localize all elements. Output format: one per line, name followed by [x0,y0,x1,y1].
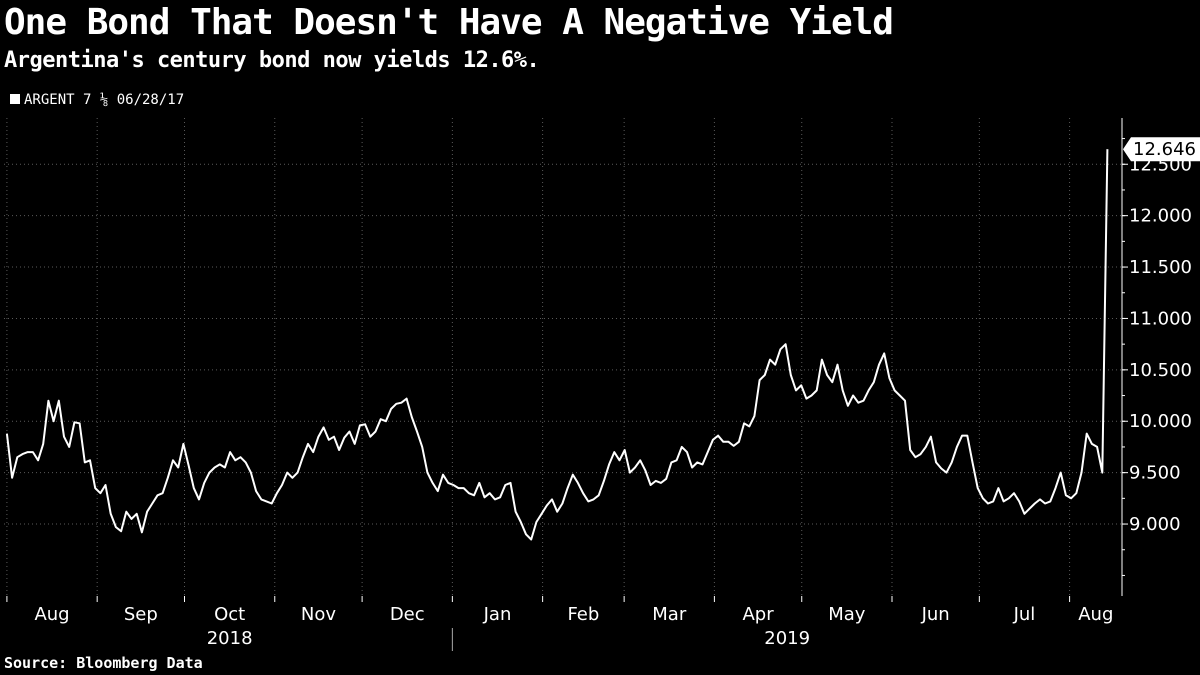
last-value-label: 12.646 [1133,139,1196,160]
source-note: Source: Bloomberg Data [4,654,203,672]
x-tick-label: May [828,604,866,625]
chart-subtitle: Argentina's century bond now yields 12.6… [4,48,540,73]
x-tick-label: Aug [34,604,69,625]
x-tick-label: Nov [301,604,336,625]
y-tick-label: 11.500 [1129,257,1192,278]
y-tick-label: 11.000 [1129,308,1192,329]
y-tick-label: 10.000 [1129,411,1192,432]
y-tick-label: 10.500 [1129,360,1192,381]
x-tick-label: Feb [567,604,599,625]
x-year-label: 2019 [764,628,810,649]
series [5,149,1109,541]
series-line [5,149,1109,541]
x-tick-label: Dec [390,604,425,625]
last-value-badge [1123,137,1200,162]
y-tick-label: 12.000 [1129,206,1192,227]
chart-title: One Bond That Doesn't Have A Negative Yi… [4,2,894,43]
x-tick-label: Sep [124,604,158,625]
y-tick-label: 9.000 [1129,514,1181,535]
grid [4,118,1122,596]
x-tick-label: Mar [652,604,687,625]
x-tick-label: Aug [1078,604,1113,625]
labels: 12.646 [1123,137,1200,162]
legend-label: ARGENT 7 ⅛ 06/28/17 [24,92,185,108]
y-tick-label: 9.500 [1129,463,1181,484]
x-tick-label: Apr [742,604,774,625]
x-year-label: 2018 [207,628,253,649]
x-tick-label: Oct [214,604,245,625]
x-tick-label: Jul [1013,604,1036,625]
axis: 9.000 9.500 10.000 10.500 11.000 11.500 12.000… [6,118,1192,651]
legend-swatch [10,94,20,104]
x-tick-label: Jan [483,604,512,625]
x-tick-label: Jun [921,604,950,625]
legend: ARGENT 7 ⅛ 06/28/17 [10,92,184,108]
